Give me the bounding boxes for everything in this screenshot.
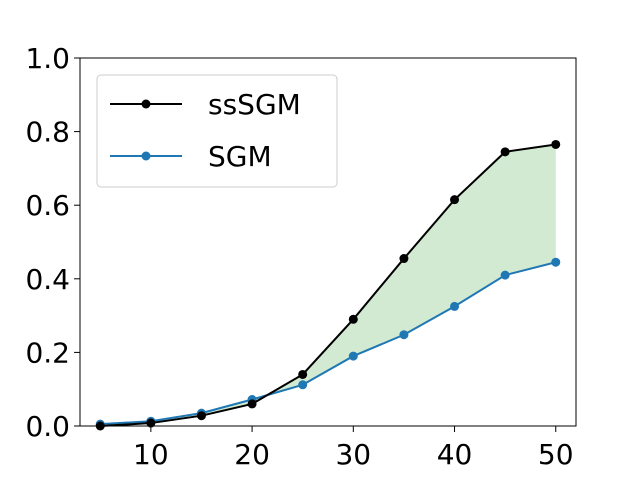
y-tick-label: 0.6 [25,189,70,222]
x-axis-ticks: 10 20 30 40 50 [133,426,574,471]
y-tick-label: 0.0 [25,410,70,443]
data-point-sssgm [146,418,156,428]
series-layer [95,139,561,431]
legend-label-sgm: SGM [208,140,272,173]
legend-marker-sssgm [141,99,151,109]
data-point-sssgm [247,399,257,409]
x-tick-label: 10 [133,438,169,471]
data-point-sgm [500,270,510,280]
data-point-sssgm [399,254,409,264]
series-line-sssgm [100,143,556,427]
x-tick-label: 40 [437,438,473,471]
y-axis-ticks: 0.0 0.2 0.4 0.6 0.8 1.0 [25,42,80,443]
y-tick-label: 0.2 [25,336,70,369]
y-tick-label: 0.4 [25,263,70,296]
x-tick-label: 30 [335,438,371,471]
x-tick-label: 50 [538,438,574,471]
legend-item-sgm: SGM [110,140,272,173]
y-tick-label: 0.8 [25,116,70,149]
data-point-sgm [450,301,460,311]
data-point-sssgm [298,369,308,379]
data-point-sssgm [551,139,561,149]
series-sssgm [95,139,561,431]
data-point-sssgm [450,195,460,205]
x-tick-label: 20 [234,438,270,471]
data-point-sssgm [348,314,358,324]
data-point-sgm [298,380,308,390]
data-point-sssgm [500,147,510,157]
data-point-sgm [399,330,409,340]
series-sgm [95,257,561,429]
data-point-sgm [551,257,561,267]
legend-marker-sgm [141,151,151,161]
data-point-sssgm [196,411,206,421]
legend: ssSGM SGM [96,74,338,188]
plot-frame [79,57,577,427]
data-point-sgm [348,351,358,361]
legend-item-sssgm: ssSGM [110,88,301,121]
y-tick-label: 1.0 [25,42,70,75]
series-line-sgm [100,261,557,426]
legend-label-sssgm: ssSGM [208,88,301,121]
